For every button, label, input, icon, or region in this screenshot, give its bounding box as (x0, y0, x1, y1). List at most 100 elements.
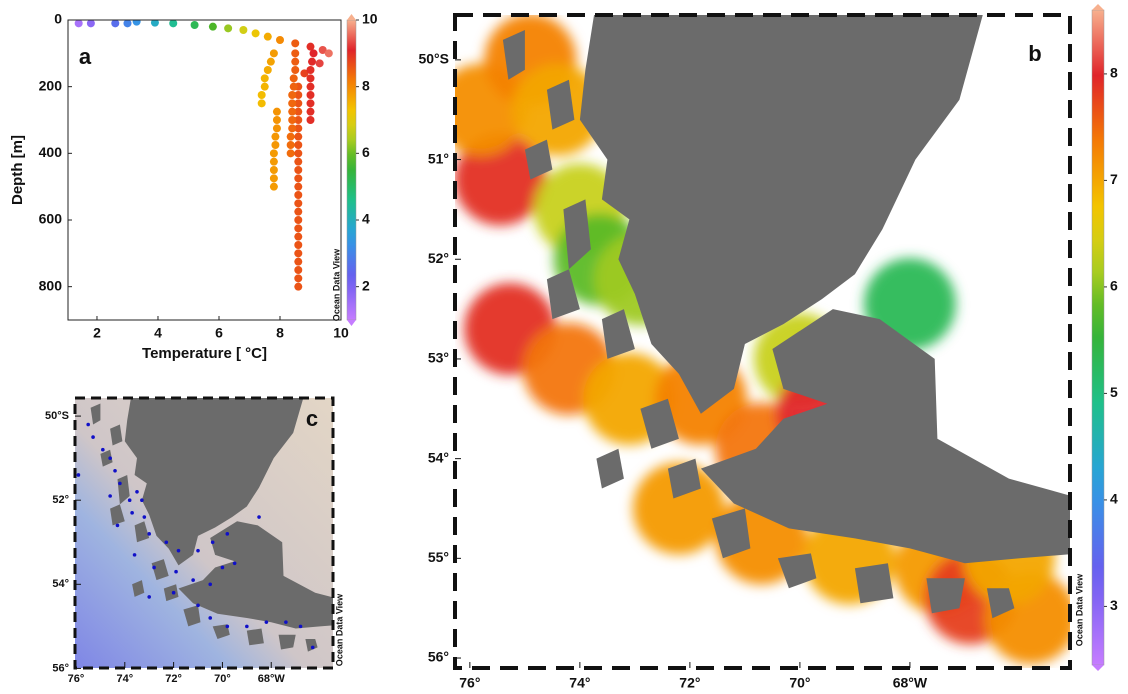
data-point (270, 49, 278, 57)
data-point (294, 241, 302, 249)
colorbar-tick-label: 4 (362, 211, 370, 227)
colorbar-tick-label: 3 (1110, 597, 1118, 613)
colorbar-tick-label: 2 (362, 277, 370, 293)
y-tick-label: 800 (39, 277, 63, 293)
x-tick-label: 4 (154, 325, 162, 341)
data-point (290, 74, 298, 82)
data-point (294, 141, 302, 149)
x-tick-label: 74° (116, 673, 133, 685)
data-point (294, 274, 302, 282)
data-point (306, 66, 314, 74)
station (265, 620, 269, 624)
y-tick-label: 52° (428, 250, 449, 266)
data-point (294, 258, 302, 266)
data-point (270, 158, 278, 166)
map-area (75, 391, 347, 668)
colorbar-tick-label: 6 (1110, 278, 1118, 294)
station (174, 570, 178, 574)
x-tick-label: 74° (569, 675, 590, 691)
data-point (306, 83, 314, 91)
station (143, 515, 147, 519)
y-tick-label: 400 (39, 144, 63, 160)
station (226, 532, 230, 536)
data-point (287, 149, 295, 157)
data-point (273, 116, 281, 124)
data-point (288, 124, 296, 132)
station (299, 625, 303, 629)
plot-area (75, 18, 333, 291)
data-point (290, 83, 298, 91)
data-point (169, 19, 177, 27)
colorbar-tick-label: 8 (362, 77, 370, 93)
data-point (239, 26, 247, 34)
data-point (308, 58, 316, 66)
x-tick-label: 72° (679, 675, 700, 691)
data-point (294, 174, 302, 182)
station (130, 511, 134, 515)
colorbar-cap (1092, 665, 1104, 671)
data-point (261, 83, 269, 91)
x-tick-label: 72° (165, 673, 182, 685)
station (196, 549, 200, 553)
data-point (258, 99, 266, 107)
station (177, 549, 181, 553)
y-tick-label: 50°S (418, 51, 449, 67)
data-point (271, 141, 279, 149)
data-point (306, 108, 314, 116)
y-tick-label: 600 (39, 211, 63, 227)
colorbar-tick-label: 10 (362, 11, 378, 27)
data-point (291, 49, 299, 57)
station (118, 482, 122, 486)
station (147, 532, 151, 536)
x-tick-label: 10 (333, 325, 349, 341)
y-tick-label: 54° (52, 578, 69, 590)
station (164, 540, 168, 544)
colorbar (347, 20, 356, 320)
data-point (294, 216, 302, 224)
data-point (325, 49, 333, 57)
x-tick-label: 68°W (258, 673, 286, 685)
data-point (87, 19, 95, 27)
y-tick-label: 50°S (45, 410, 69, 422)
data-point (291, 66, 299, 74)
station (133, 553, 137, 557)
y-tick-label: 53° (428, 350, 449, 366)
station (284, 620, 288, 624)
station (233, 561, 237, 565)
station (208, 583, 212, 587)
land (596, 449, 624, 489)
panel-label: a (79, 44, 92, 69)
station (208, 616, 212, 620)
station (311, 646, 315, 650)
x-tick-label: 76° (68, 673, 85, 685)
data-point (294, 191, 302, 199)
x-tick-label: 68°W (893, 675, 928, 691)
data-point (294, 158, 302, 166)
x-tick-label: 2 (93, 325, 101, 341)
data-point (270, 183, 278, 191)
data-point (291, 58, 299, 66)
data-point (271, 133, 279, 141)
panel-label: b (1028, 41, 1041, 66)
station (226, 625, 230, 629)
x-tick-label: 6 (215, 325, 223, 341)
data-point (264, 66, 272, 74)
station (245, 625, 249, 629)
station (77, 473, 81, 477)
land (855, 563, 894, 603)
data-point (316, 59, 324, 67)
data-point (306, 99, 314, 107)
x-tick-label: 76° (459, 675, 480, 691)
station (152, 566, 156, 570)
panel-label: c (306, 406, 318, 431)
station (135, 490, 139, 494)
data-point (264, 33, 272, 41)
colorbar (1092, 10, 1104, 665)
station (147, 595, 151, 599)
data-point (287, 133, 295, 141)
data-point (276, 36, 284, 44)
station (116, 524, 120, 528)
data-point (287, 141, 295, 149)
data-point (306, 91, 314, 99)
station (108, 456, 112, 460)
